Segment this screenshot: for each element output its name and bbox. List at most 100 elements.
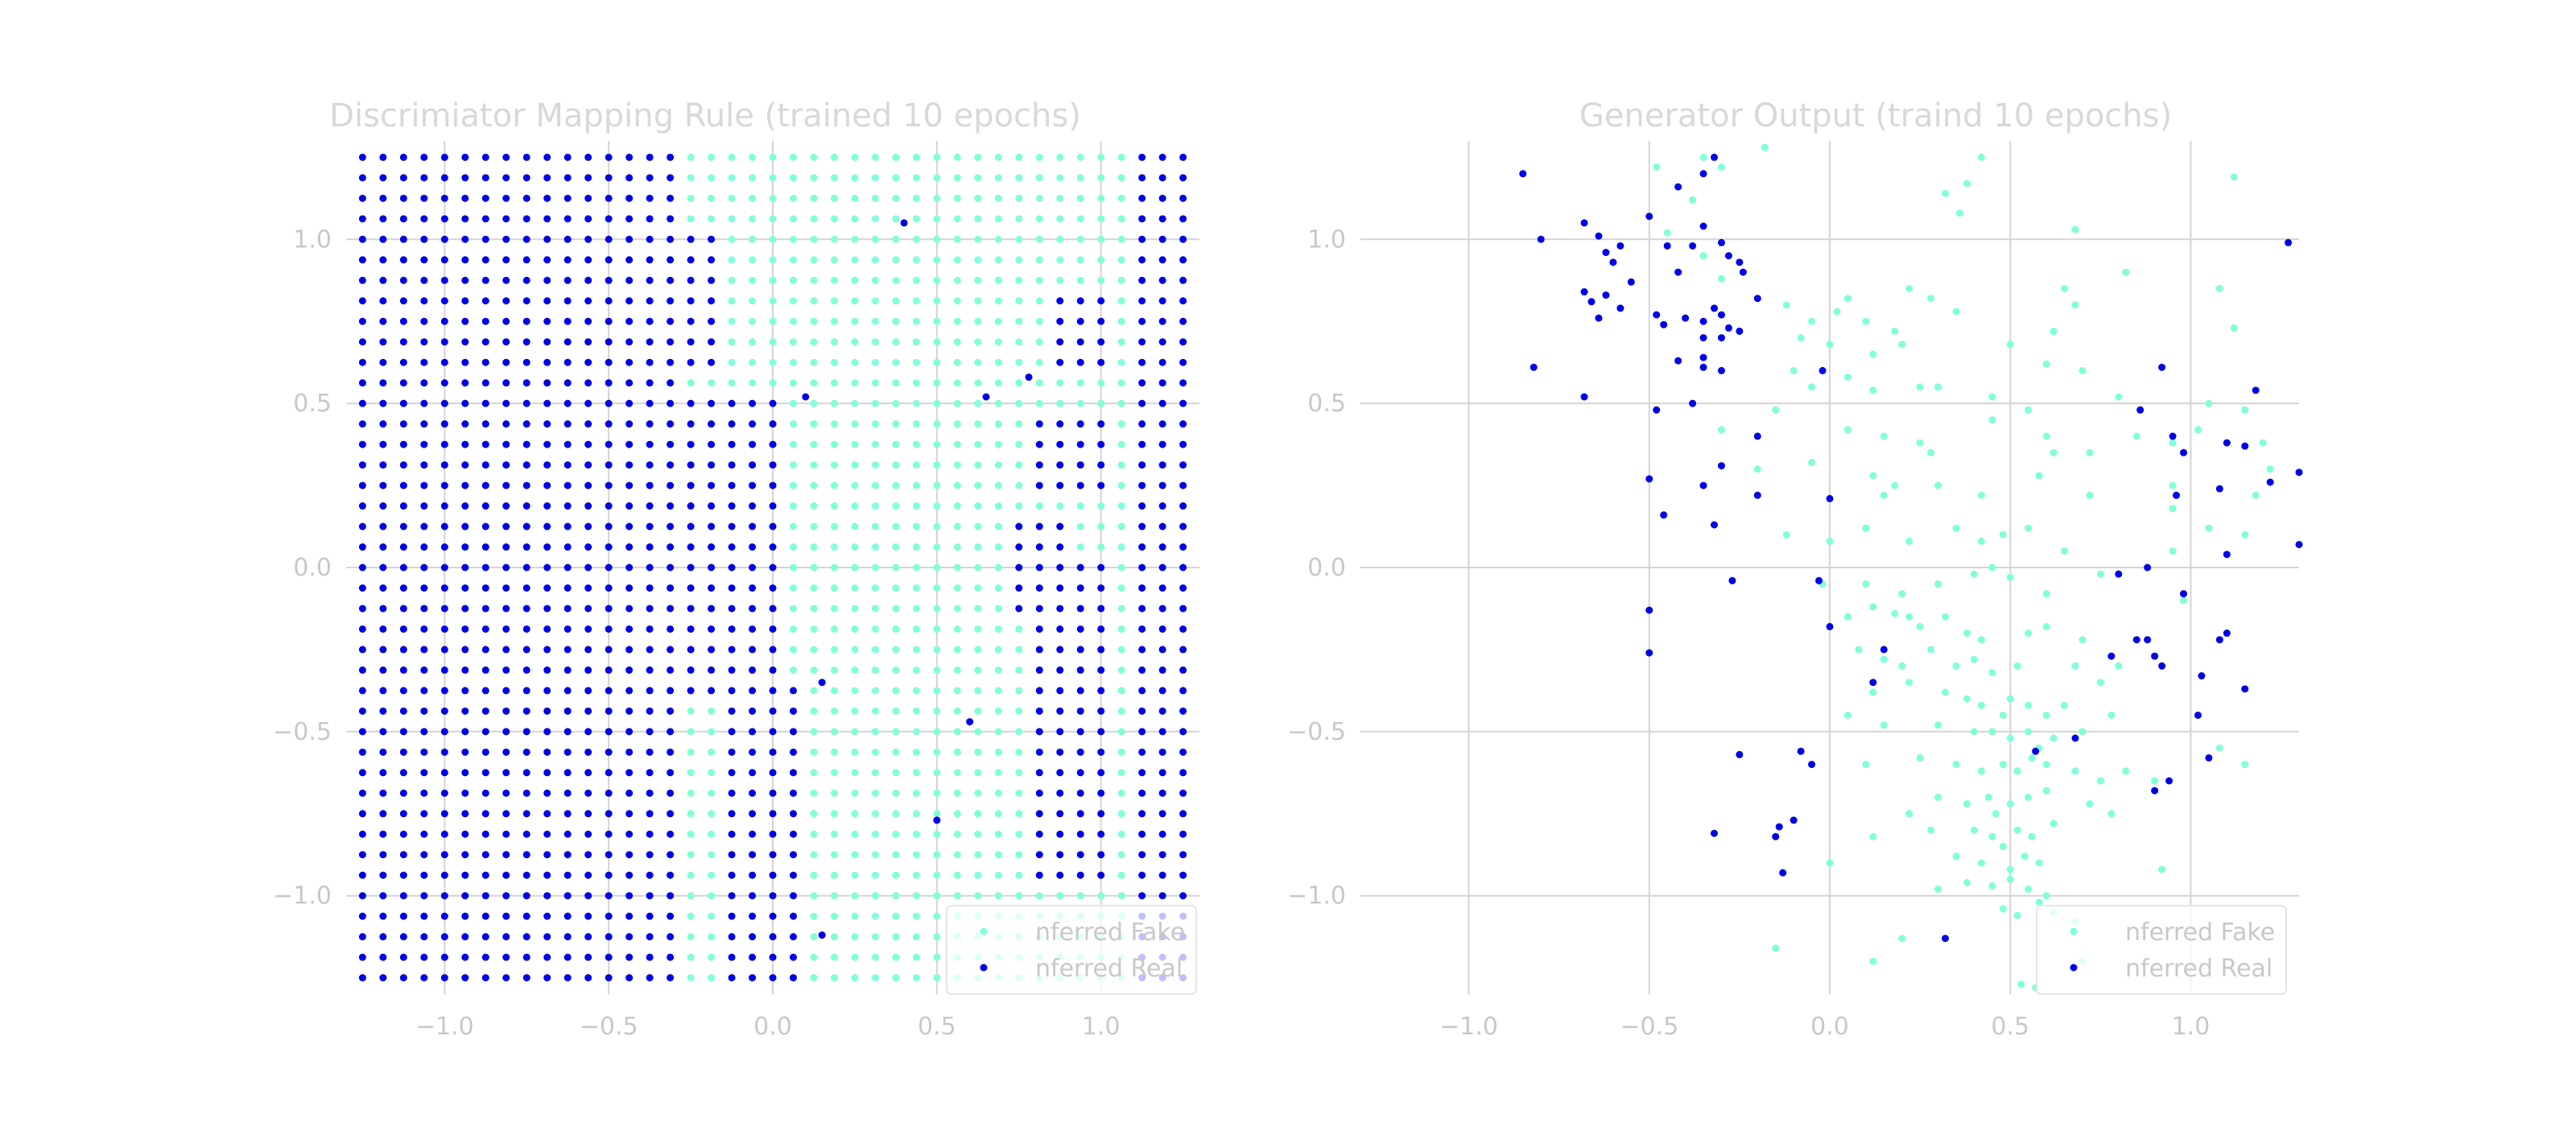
real-point bbox=[749, 933, 757, 941]
real-point bbox=[502, 646, 510, 654]
real-point bbox=[1179, 748, 1187, 756]
fake-point bbox=[1035, 194, 1043, 202]
fake-point bbox=[851, 769, 859, 777]
real-point bbox=[461, 297, 469, 305]
real-point bbox=[502, 461, 510, 469]
legend[interactable]: nferred Fake nferred Real bbox=[946, 905, 1197, 995]
fake-point bbox=[994, 174, 1002, 182]
real-point bbox=[1717, 462, 1725, 470]
fake-point bbox=[728, 235, 736, 243]
real-point bbox=[646, 461, 654, 469]
real-point bbox=[584, 810, 592, 818]
fake-point bbox=[994, 440, 1002, 448]
real-point bbox=[789, 974, 797, 982]
fake-point bbox=[830, 461, 838, 469]
fake-point bbox=[1977, 859, 1985, 867]
real-point bbox=[646, 481, 654, 489]
real-point bbox=[1138, 399, 1146, 407]
real-point bbox=[667, 174, 675, 182]
fake-point bbox=[2025, 793, 2033, 801]
real-point bbox=[1025, 374, 1033, 382]
real-point bbox=[1158, 707, 1166, 715]
fake-point bbox=[830, 728, 838, 736]
real-point bbox=[749, 543, 757, 551]
fake-point bbox=[974, 871, 982, 879]
fake-point bbox=[1862, 524, 1870, 532]
real-point bbox=[522, 933, 530, 941]
fake-point bbox=[1076, 276, 1084, 284]
real-point bbox=[1179, 810, 1187, 818]
real-point bbox=[749, 584, 757, 592]
real-point bbox=[543, 953, 551, 961]
real-point bbox=[1699, 170, 1707, 178]
fake-point bbox=[912, 646, 920, 654]
real-point bbox=[646, 584, 654, 592]
real-point bbox=[667, 769, 675, 777]
fake-point bbox=[2096, 777, 2104, 785]
real-point bbox=[789, 769, 797, 777]
fake-point bbox=[2215, 744, 2223, 752]
fake-point bbox=[2050, 734, 2058, 742]
real-point bbox=[749, 687, 757, 695]
fake-point bbox=[892, 358, 900, 366]
fake-point bbox=[1015, 174, 1023, 182]
fake-point bbox=[974, 481, 982, 489]
real-point bbox=[481, 933, 489, 941]
real-point bbox=[379, 933, 387, 941]
real-point bbox=[358, 748, 366, 756]
fake-point bbox=[789, 153, 797, 161]
real-point bbox=[687, 666, 695, 674]
real-point bbox=[2179, 590, 2187, 598]
fake-point bbox=[871, 933, 879, 941]
real-point bbox=[1645, 475, 1653, 483]
real-point bbox=[625, 502, 634, 510]
fake-point bbox=[851, 810, 859, 818]
real-point bbox=[564, 481, 572, 489]
real-point bbox=[1056, 440, 1064, 448]
fake-point bbox=[810, 974, 818, 982]
real-point bbox=[1076, 625, 1084, 633]
fake-point bbox=[1117, 522, 1125, 530]
real-point bbox=[708, 543, 716, 551]
real-point bbox=[1056, 830, 1064, 838]
fake-point bbox=[708, 153, 716, 161]
real-point bbox=[708, 440, 716, 448]
real-point bbox=[379, 440, 387, 448]
real-point bbox=[440, 440, 448, 448]
real-point bbox=[1158, 687, 1166, 695]
real-point bbox=[461, 358, 469, 366]
fake-point bbox=[933, 481, 941, 489]
fake-point bbox=[1117, 543, 1125, 551]
real-point bbox=[564, 748, 572, 756]
real-point bbox=[522, 543, 530, 551]
real-point bbox=[1076, 461, 1084, 469]
fake-point bbox=[933, 194, 941, 202]
real-point bbox=[461, 481, 469, 489]
fake-point bbox=[1117, 194, 1125, 202]
real-point bbox=[1736, 750, 1744, 758]
real-point bbox=[1595, 232, 1603, 240]
legend[interactable]: nferred Fake nferred Real bbox=[2036, 905, 2287, 995]
real-point bbox=[2205, 753, 2213, 762]
real-point bbox=[481, 953, 489, 961]
real-point bbox=[543, 461, 551, 469]
fake-point bbox=[1761, 143, 1769, 151]
fake-point bbox=[1015, 338, 1023, 346]
real-point bbox=[605, 584, 613, 592]
real-point bbox=[440, 892, 448, 900]
real-point bbox=[481, 892, 489, 900]
real-point bbox=[1779, 869, 1787, 877]
real-point bbox=[564, 584, 572, 592]
real-point bbox=[2151, 652, 2159, 660]
fake-point bbox=[912, 707, 920, 715]
fake-point bbox=[933, 830, 941, 838]
real-point bbox=[749, 851, 757, 859]
real-point bbox=[461, 912, 469, 920]
real-point bbox=[605, 646, 613, 654]
real-point bbox=[1660, 511, 1668, 519]
fake-point bbox=[789, 440, 797, 448]
fake-point bbox=[1056, 215, 1064, 223]
fake-point bbox=[912, 625, 920, 633]
fake-point bbox=[1117, 420, 1125, 428]
